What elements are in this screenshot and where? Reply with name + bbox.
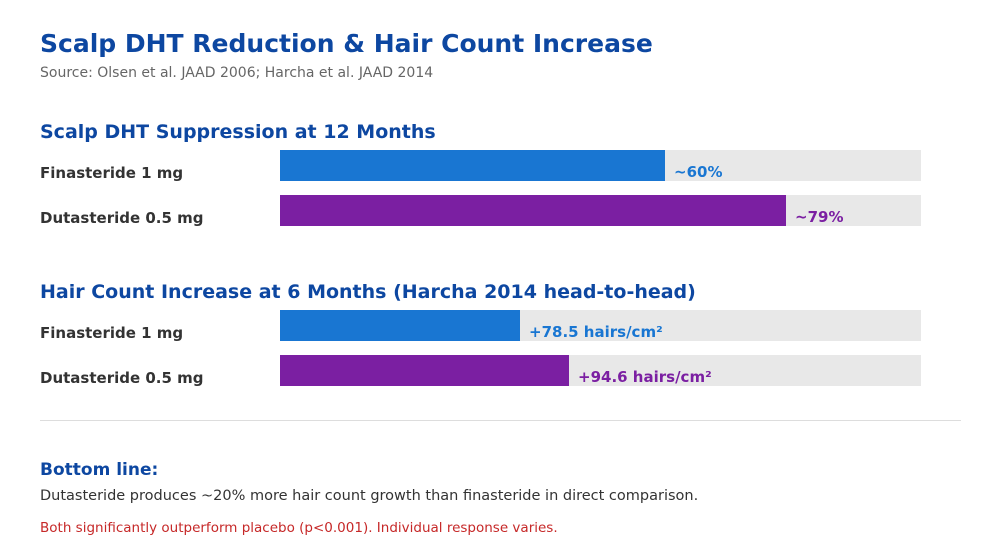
bar-track [280, 150, 921, 181]
value-label: ~79% [795, 208, 844, 226]
value-label: ~60% [674, 163, 723, 181]
bar-row: Dutasteride 0.5 mg +94.6 hairs/cm² [0, 355, 1000, 387]
category-label: Dutasteride 0.5 mg [40, 209, 204, 227]
category-label: Finasteride 1 mg [40, 324, 184, 342]
bar-row: Finasteride 1 mg ~60% [0, 150, 1000, 182]
bottom-line-heading: Bottom line: [40, 460, 159, 480]
footnote: Both significantly outperform placebo (p… [40, 520, 558, 536]
bar [280, 150, 665, 181]
value-label: +94.6 hairs/cm² [578, 368, 712, 386]
bar-track [280, 195, 921, 226]
page-title: Scalp DHT Reduction & Hair Count Increas… [40, 29, 653, 58]
bar-row: Dutasteride 0.5 mg ~79% [0, 195, 1000, 227]
bar-track [280, 310, 921, 341]
bar [280, 355, 569, 386]
bar [280, 195, 786, 226]
chart-title: Scalp DHT Suppression at 12 Months [40, 121, 436, 143]
bottom-line-text: Dutasteride produces ~20% more hair coun… [40, 488, 699, 504]
chart-title: Hair Count Increase at 6 Months (Harcha … [40, 281, 696, 303]
category-label: Dutasteride 0.5 mg [40, 369, 204, 387]
divider [40, 420, 961, 421]
bar [280, 310, 520, 341]
bar-row: Finasteride 1 mg +78.5 hairs/cm² [0, 310, 1000, 342]
value-label: +78.5 hairs/cm² [529, 323, 663, 341]
category-label: Finasteride 1 mg [40, 164, 184, 182]
bar-track [280, 355, 921, 386]
source-citation: Source: Olsen et al. JAAD 2006; Harcha e… [40, 65, 434, 81]
